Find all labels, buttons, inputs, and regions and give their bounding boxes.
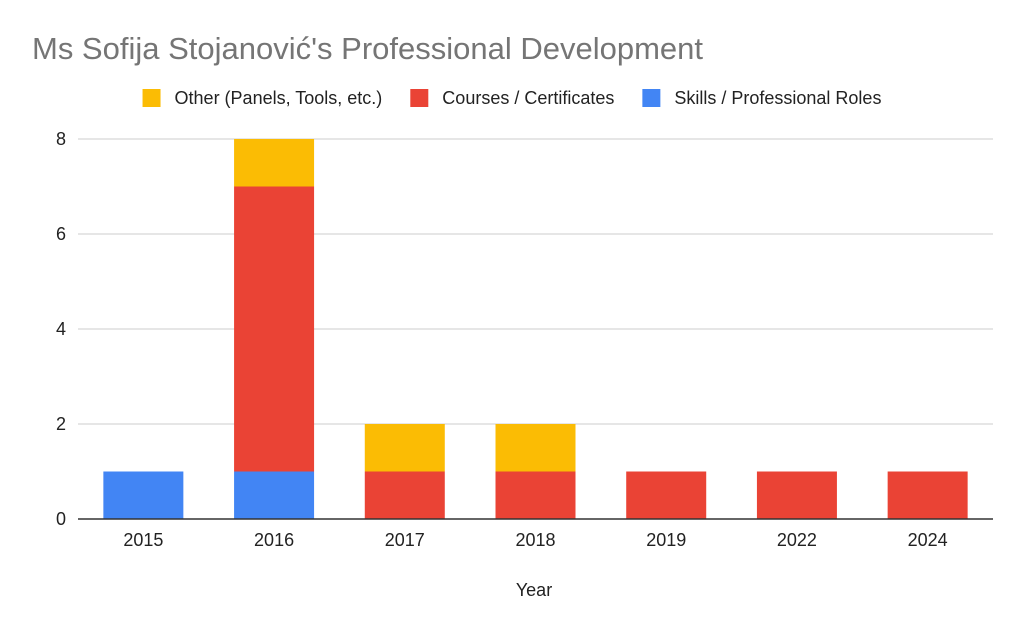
y-tick-label: 8 — [56, 129, 66, 149]
gridlines — [78, 138, 993, 425]
legend-item: Courses / Certificates — [410, 88, 614, 108]
x-tick-label: 2018 — [515, 530, 555, 550]
x-axis-ticks: 2015 2016 2017 2018 2019 2022 2024 — [123, 530, 947, 550]
bar-segment-2016-series-2 — [234, 139, 315, 187]
y-tick-label: 4 — [56, 319, 66, 339]
y-axis-ticks: 0 2 4 6 8 — [56, 129, 66, 529]
bar-segment-2018-series-2 — [495, 424, 576, 472]
legend-item: Skills / Professional Roles — [642, 88, 881, 108]
bar-segment-2015-series-0 — [103, 471, 184, 519]
chart-title: Ms Sofija Stojanović's Professional Deve… — [32, 31, 703, 66]
legend-label: Courses / Certificates — [442, 88, 614, 108]
bar-segment-2016-series-0 — [234, 471, 315, 519]
x-axis-label: Year — [516, 580, 552, 600]
legend-label: Skills / Professional Roles — [674, 88, 881, 108]
legend-swatch — [642, 89, 661, 107]
legend: Other (Panels, Tools, etc.) Courses / Cer… — [142, 88, 881, 108]
x-tick-label: 2017 — [385, 530, 425, 550]
bar-segment-2017-series-1 — [364, 471, 445, 519]
bar-segment-2019-series-1 — [626, 471, 707, 519]
bar-segment-2016-series-1 — [234, 186, 315, 472]
legend-swatch — [142, 89, 161, 107]
x-tick-label: 2019 — [646, 530, 686, 550]
y-tick-label: 2 — [56, 414, 66, 434]
legend-swatch — [410, 89, 429, 107]
bar-segment-2022-series-1 — [756, 471, 837, 519]
bar-segment-2018-series-1 — [495, 471, 576, 519]
x-tick-label: 2022 — [777, 530, 817, 550]
x-tick-label: 2015 — [123, 530, 163, 550]
x-tick-label: 2016 — [254, 530, 294, 550]
x-tick-label: 2024 — [908, 530, 948, 550]
legend-label: Other (Panels, Tools, etc.) — [175, 88, 383, 108]
bar-segment-2024-series-1 — [887, 471, 968, 519]
bar-segment-2017-series-2 — [364, 424, 445, 472]
y-tick-label: 6 — [56, 224, 66, 244]
legend-item: Other (Panels, Tools, etc.) — [142, 88, 383, 108]
bars — [103, 139, 968, 519]
y-tick-label: 0 — [56, 509, 66, 529]
